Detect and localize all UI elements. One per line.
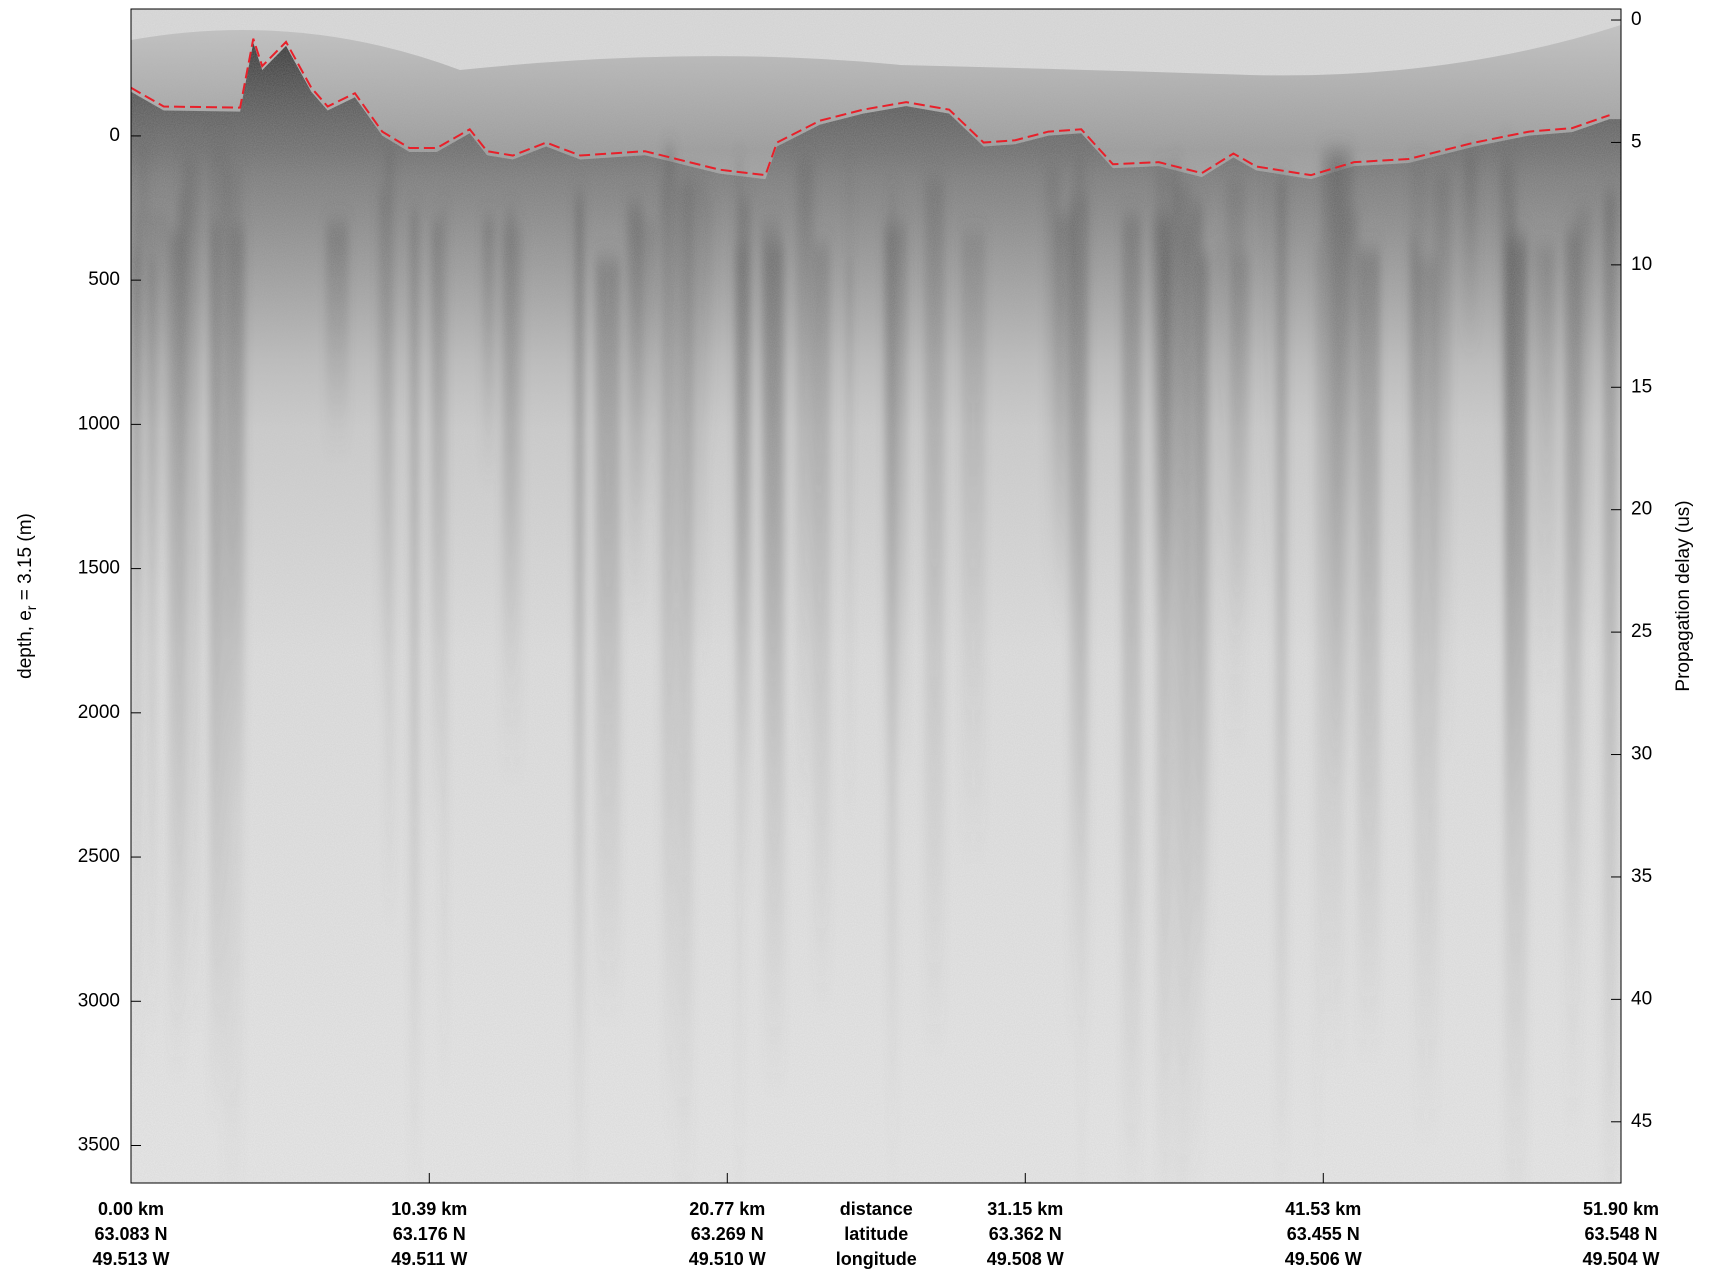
- y2-tick-label: 35: [1631, 866, 1652, 887]
- y2-tick-label: 5: [1631, 131, 1642, 152]
- latitude-label: 63.269 N: [691, 1224, 764, 1244]
- longitude-label: 49.510 W: [689, 1249, 766, 1269]
- x-row-label: latitude: [844, 1224, 908, 1244]
- y-tick-label: 2500: [78, 846, 120, 867]
- y2-tick-label: 0: [1631, 9, 1642, 30]
- echo-noise: [131, 9, 1621, 1183]
- y2-axis-label: Propagation delay (us): [1673, 500, 1694, 691]
- x-row-label: longitude: [836, 1249, 917, 1269]
- y-tick-label: 2000: [78, 702, 120, 723]
- longitude-label: 49.506 W: [1285, 1249, 1362, 1269]
- x-tick-label: 31.15 km: [987, 1199, 1063, 1219]
- latitude-label: 63.548 N: [1584, 1224, 1657, 1244]
- y2-tick-label: 25: [1631, 621, 1652, 642]
- longitude-label: 49.508 W: [987, 1249, 1064, 1269]
- y-tick-label: 3000: [78, 990, 120, 1011]
- surface-pick: [131, 38, 1610, 177]
- latitude-label: 63.176 N: [393, 1224, 466, 1244]
- y2-tick-label: 45: [1631, 1111, 1652, 1132]
- latitude-label: 63.083 N: [94, 1224, 167, 1244]
- x-row-label: distance: [840, 1199, 913, 1219]
- x-tick-label: 51.90 km: [1583, 1199, 1659, 1219]
- y-tick-label: 500: [88, 269, 120, 290]
- y-tick-label: 3500: [78, 1135, 120, 1156]
- y2-tick-label: 30: [1631, 744, 1652, 765]
- echogram: [131, 9, 1621, 1183]
- x-tick-label: 41.53 km: [1285, 1199, 1361, 1219]
- latitude-label: 63.362 N: [989, 1224, 1062, 1244]
- x-tick-label: 10.39 km: [391, 1199, 467, 1219]
- y-tick-label: 0: [109, 125, 120, 146]
- longitude-label: 49.511 W: [391, 1249, 467, 1269]
- y2-tick-label: 40: [1631, 988, 1652, 1009]
- y-axis-label: depth, er = 3.15 (m): [15, 513, 39, 679]
- latitude-label: 63.455 N: [1287, 1224, 1360, 1244]
- longitude-label: 49.513 W: [92, 1249, 169, 1269]
- longitude-label: 49.504 W: [1582, 1249, 1659, 1269]
- y-tick-label: 1500: [78, 558, 120, 579]
- y-tick-label: 1000: [78, 413, 120, 434]
- x-tick-label: 0.00 km: [98, 1199, 164, 1219]
- y2-tick-label: 20: [1631, 499, 1652, 520]
- y2-tick-label: 15: [1631, 376, 1652, 397]
- y2-tick-label: 10: [1631, 254, 1652, 275]
- x-tick-label: 20.77 km: [689, 1199, 765, 1219]
- plot-frame: [130, 8, 1622, 1184]
